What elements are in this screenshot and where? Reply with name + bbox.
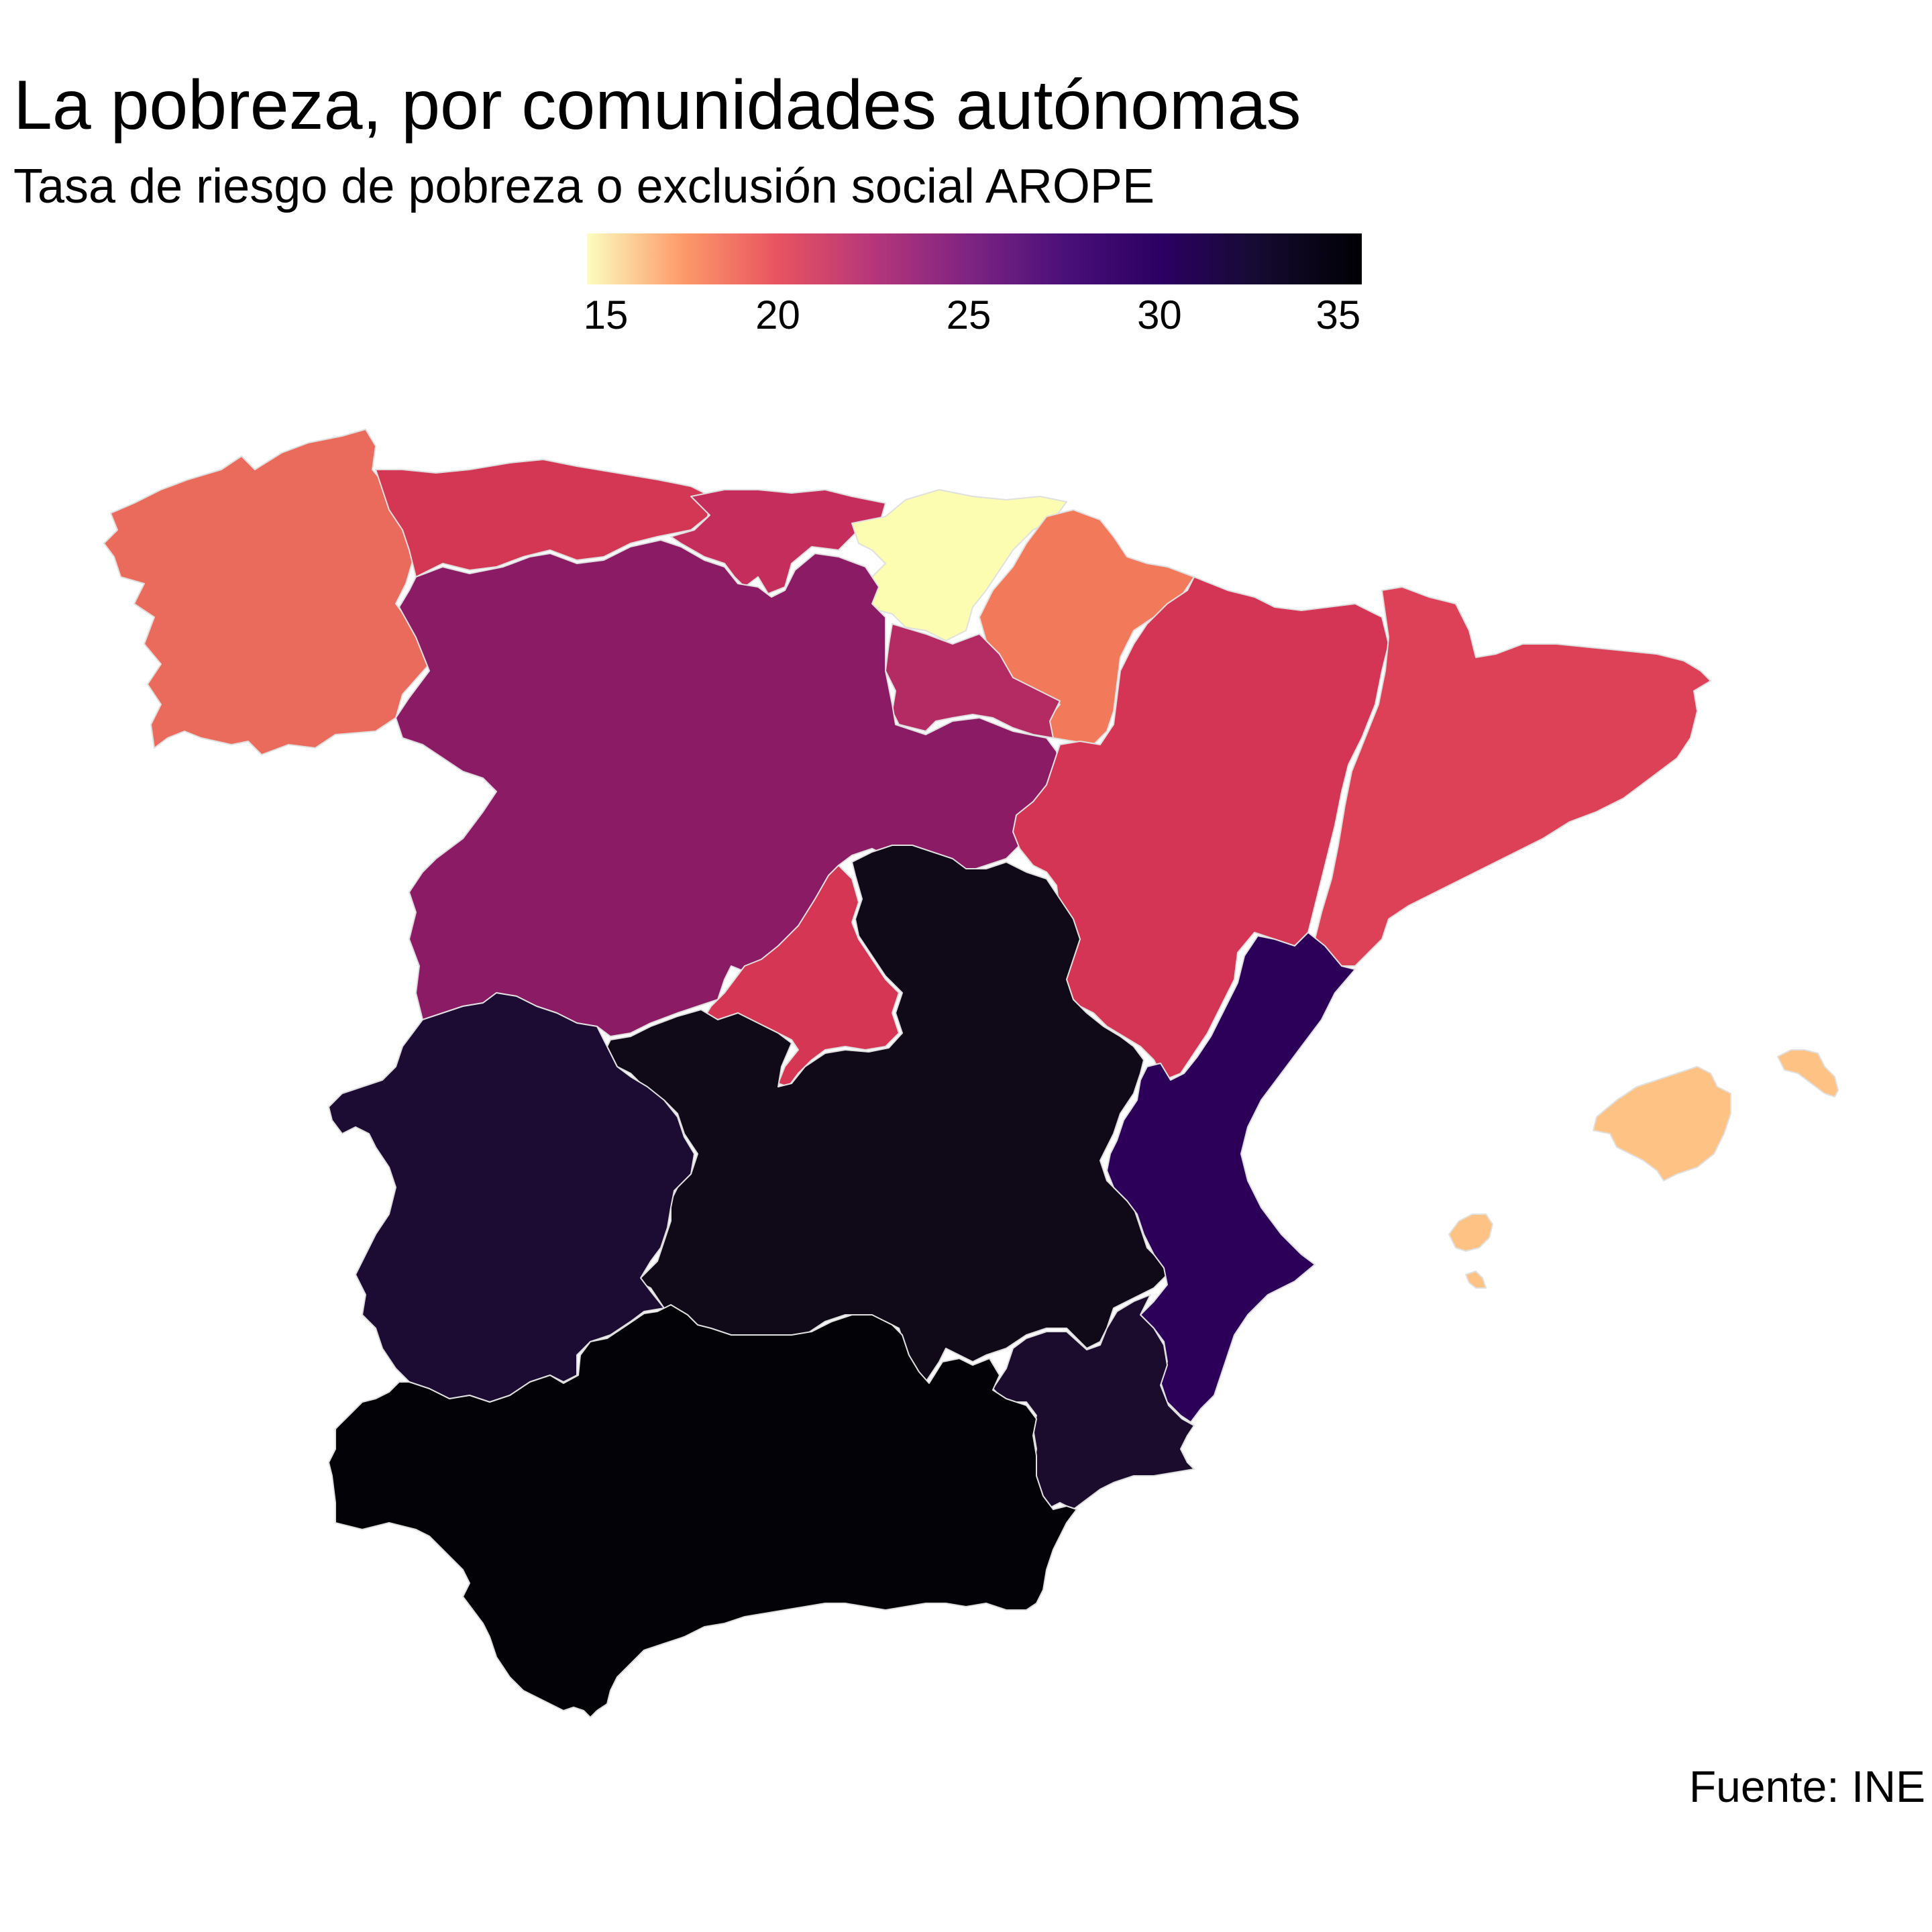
map-subtitle: Tasa de riesgo de pobreza o exclusión so… <box>13 160 1155 213</box>
region-aragon[interactable] <box>1012 576 1389 1081</box>
region-navarra[interactable] <box>979 509 1195 745</box>
legend-colorbar <box>587 233 1362 284</box>
map-title: La pobreza, por comunidades autónomas <box>13 66 1301 144</box>
region-castilla-y-leon[interactable] <box>395 539 1061 1037</box>
region-baleares[interactable] <box>1448 1049 1839 1289</box>
source-caption: Fuente: INE <box>1688 1762 1925 1811</box>
region-cantabria[interactable] <box>670 489 886 594</box>
region-cataluna[interactable] <box>1314 586 1711 967</box>
legend-tick: 35 <box>1316 292 1361 337</box>
region-asturias[interactable] <box>375 459 712 578</box>
color-legend: 15 20 25 30 35 <box>583 233 1362 347</box>
region-andalucia[interactable] <box>328 1304 1077 1718</box>
legend-tick: 20 <box>755 292 800 337</box>
region-madrid[interactable] <box>700 865 900 1087</box>
region-galicia[interactable] <box>103 429 430 755</box>
legend-tick: 30 <box>1137 292 1182 337</box>
region-murcia[interactable] <box>992 1294 1195 1510</box>
legend-tick: 25 <box>946 292 991 337</box>
legend-tick: 15 <box>583 292 629 337</box>
